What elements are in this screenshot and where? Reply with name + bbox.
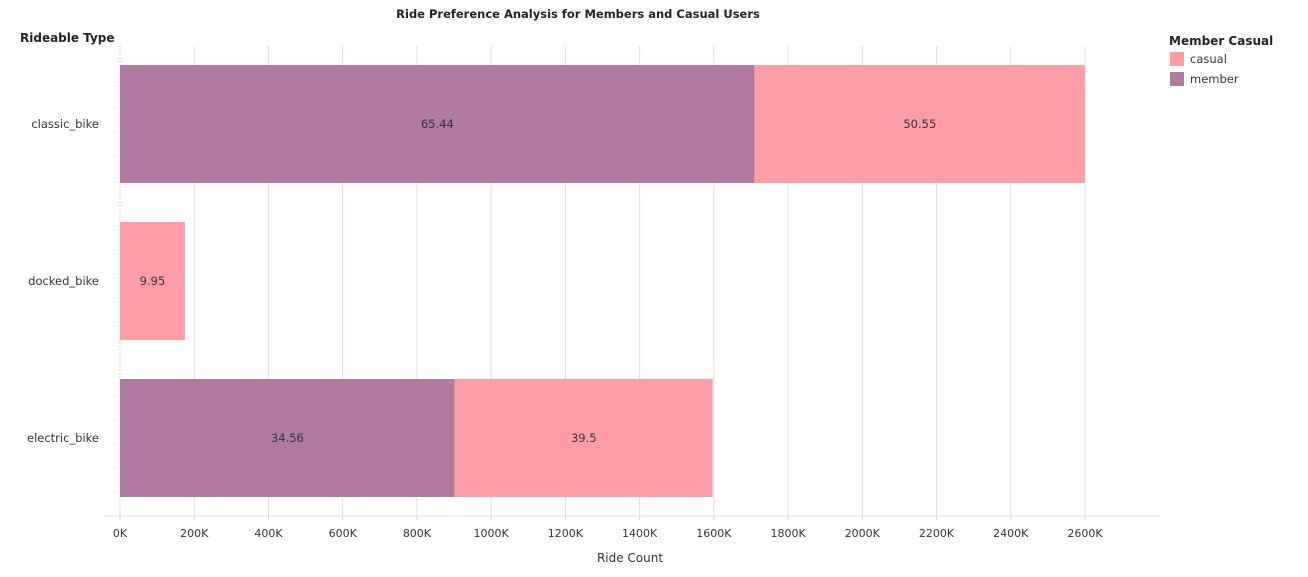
x-tick-label: 1400K bbox=[622, 527, 658, 540]
data-label: 39.5 bbox=[571, 431, 597, 445]
y-axis-title: Rideable Type bbox=[20, 31, 115, 45]
y-tick-label: docked_bike bbox=[28, 274, 99, 288]
bars bbox=[120, 65, 1085, 497]
x-tick-label: 400K bbox=[254, 527, 283, 540]
x-tick-label: 1800K bbox=[770, 527, 806, 540]
x-tick-label: 600K bbox=[329, 527, 358, 540]
legend-label-casual: casual bbox=[1190, 52, 1227, 66]
y-tick-label: classic_bike bbox=[31, 117, 99, 131]
bar-casual-electric_bike bbox=[454, 379, 713, 497]
data-label: 34.56 bbox=[271, 431, 304, 445]
data-label: 9.95 bbox=[140, 274, 166, 288]
y-tick-label: electric_bike bbox=[27, 431, 99, 445]
data-label: 50.55 bbox=[903, 117, 936, 131]
legend-label-member: member bbox=[1190, 72, 1239, 86]
data-label: 65.44 bbox=[421, 117, 454, 131]
x-tick-label: 200K bbox=[180, 527, 209, 540]
bar-labels: 65.44 50.55 9.95 34.56 39.5 bbox=[140, 117, 937, 445]
bar-member-electric_bike bbox=[120, 379, 455, 497]
x-tick-label: 1600K bbox=[696, 527, 732, 540]
legend-swatch-casual bbox=[1170, 52, 1184, 66]
x-tick-label: 2400K bbox=[993, 527, 1029, 540]
legend: Member Casual casual member bbox=[1169, 34, 1273, 86]
bar-member-classic_bike bbox=[120, 65, 755, 183]
x-axis-title: Ride Count bbox=[597, 551, 663, 565]
legend-swatch-member bbox=[1170, 72, 1184, 86]
chart-title: Ride Preference Analysis for Members and… bbox=[396, 7, 760, 21]
x-tick-label: 2600K bbox=[1067, 527, 1103, 540]
x-tick-label: 1200K bbox=[548, 527, 584, 540]
x-tick-label: 2000K bbox=[845, 527, 881, 540]
bar-casual-docked_bike bbox=[120, 222, 185, 340]
x-axis: 0K 200K 400K 600K 800K 1000K 1200K 1400K 1600K 18… bbox=[104, 515, 1160, 540]
x-tick-label: 800K bbox=[403, 527, 432, 540]
legend-title: Member Casual bbox=[1169, 34, 1273, 48]
y-axis: classic_bike docked_bike electric_bike bbox=[27, 117, 99, 445]
x-tick-label: 1000K bbox=[474, 527, 510, 540]
bar-casual-classic_bike bbox=[754, 65, 1085, 183]
x-tick-label: 0K bbox=[113, 527, 128, 540]
x-tick-label: 2200K bbox=[919, 527, 955, 540]
